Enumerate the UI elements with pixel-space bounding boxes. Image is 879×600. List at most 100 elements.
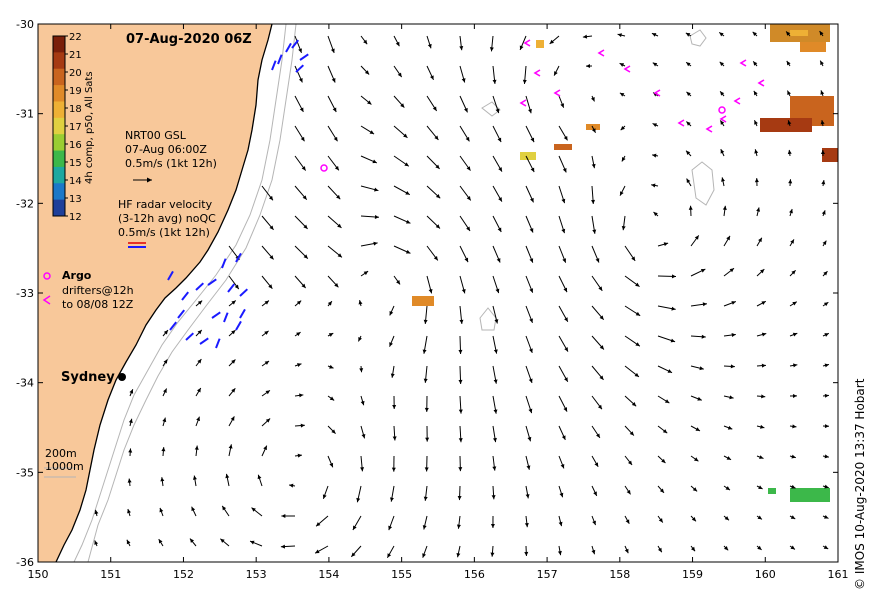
current-vector-head — [296, 332, 301, 337]
current-vector-head — [625, 519, 630, 524]
current-vector-head — [197, 329, 202, 335]
argo-legend-label: Argo — [62, 269, 92, 282]
colorbar-segment — [53, 52, 65, 70]
drifter-marker — [733, 97, 741, 105]
current-vector-head — [652, 123, 658, 127]
nrt-legend-time: 07-Aug 06:00Z — [125, 143, 207, 156]
hf-radar-vector — [207, 278, 217, 286]
sst-patch — [790, 488, 830, 502]
current-vector-head — [729, 268, 735, 273]
current-vector-head — [526, 465, 531, 470]
current-vector-head — [158, 539, 163, 544]
current-vector-head — [334, 282, 339, 288]
current-vector-head — [492, 437, 497, 443]
drifter-marker — [523, 39, 531, 47]
current-vector-head — [494, 319, 499, 324]
current-vector-head — [389, 310, 394, 316]
current-vector-head — [363, 271, 369, 276]
hf-radar-vector — [295, 64, 304, 73]
current-vector-head — [761, 394, 766, 399]
current-vector-head — [194, 445, 199, 450]
current-vector-head — [754, 120, 758, 125]
current-vector-head — [390, 373, 395, 378]
current-vector-head — [363, 39, 368, 45]
hf-radar-vector — [167, 270, 174, 281]
current-vector-head — [328, 333, 334, 337]
current-vector-head — [189, 538, 195, 543]
current-vector-head — [231, 388, 236, 393]
hf-radar-vector — [299, 53, 309, 61]
current-vector-head — [596, 433, 600, 438]
current-vector-head — [700, 269, 706, 273]
current-vector-head — [562, 168, 567, 173]
current-vector-head — [652, 62, 658, 67]
x-tick-label: 156 — [464, 568, 485, 581]
current-vector-head — [819, 31, 824, 36]
current-vector-head — [591, 128, 596, 133]
argo-legend-marker — [43, 272, 51, 280]
current-vector-head — [422, 553, 426, 558]
current-vector-head — [367, 100, 372, 105]
colorbar-segment — [53, 134, 65, 152]
hf-radar-vector — [277, 54, 283, 65]
current-vector-head — [659, 488, 664, 493]
current-vector-head — [790, 515, 796, 519]
drifter-marker — [705, 125, 713, 133]
colorbar-tick-label: 14 — [69, 176, 82, 187]
current-vector-head — [458, 438, 463, 443]
drifter-marker — [597, 49, 605, 57]
drifter-marker — [653, 89, 661, 97]
current-vector-head — [129, 389, 134, 394]
current-vector-head — [789, 209, 793, 214]
current-vector-head — [686, 150, 691, 155]
current-vector-head — [786, 31, 791, 36]
hf-radar-vector — [285, 42, 292, 53]
current-vector-head — [127, 508, 131, 514]
current-vector-head — [163, 359, 168, 364]
depth-contour-1000m — [87, 24, 297, 562]
current-vector-head — [667, 369, 673, 373]
current-vector-head — [729, 395, 734, 400]
current-vector-head — [299, 393, 304, 398]
nrt-scale-arrowhead — [147, 177, 152, 183]
current-vector-head — [498, 167, 502, 172]
current-vector-head — [792, 332, 798, 337]
current-vector-head — [791, 454, 796, 459]
current-vector-head — [528, 108, 532, 114]
x-tick-label: 158 — [609, 568, 630, 581]
current-vector-head — [628, 460, 633, 465]
current-vector-head — [752, 31, 757, 37]
x-tick-label: 155 — [391, 568, 412, 581]
current-vector-head — [302, 195, 307, 200]
current-vector-head — [264, 330, 269, 335]
current-vector-head — [530, 167, 535, 173]
current-vector-head — [730, 364, 735, 369]
drifter-marker — [757, 79, 765, 87]
current-vector-head — [400, 103, 405, 108]
current-vector-head — [461, 288, 466, 294]
current-vector-head — [495, 288, 500, 294]
current-vector-head — [456, 524, 461, 529]
colorbar-tick-label: 20 — [69, 68, 82, 79]
current-vector-head — [457, 495, 462, 501]
current-vector-head — [686, 91, 691, 97]
current-vector-head — [554, 71, 558, 76]
current-vector-head — [231, 300, 236, 305]
argo-float — [320, 164, 328, 172]
current-vector-head — [820, 150, 825, 155]
hf-radar-vector — [239, 288, 248, 297]
current-vector-head — [631, 402, 637, 407]
current-vector-head — [824, 393, 829, 398]
current-vector-head — [497, 137, 502, 143]
current-vector-head — [430, 75, 434, 80]
current-vector-head — [657, 547, 662, 553]
colorbar-label: 4h comp, p50, All Sats — [84, 71, 95, 184]
current-vector-head — [560, 103, 565, 108]
current-vector-head — [598, 286, 603, 291]
hf-radar-vector — [215, 338, 221, 349]
current-vector-head — [524, 522, 529, 528]
seamount-contour — [481, 101, 501, 117]
current-vector-head — [435, 224, 440, 229]
current-vector-head — [592, 520, 596, 526]
current-vector-head — [564, 317, 568, 322]
